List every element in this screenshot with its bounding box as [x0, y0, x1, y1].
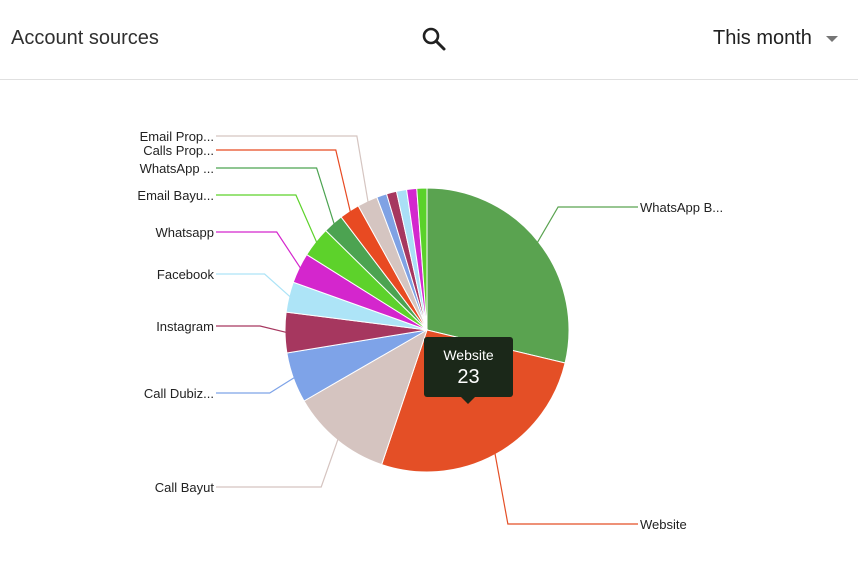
slice-label: Website [640, 517, 687, 532]
slice-label: Calls Prop... [143, 143, 214, 158]
search-button[interactable] [419, 24, 449, 54]
leader-line [216, 376, 296, 394]
chevron-down-icon [825, 36, 838, 42]
period-label: This month [713, 26, 812, 49]
search-icon [422, 27, 446, 51]
tooltip-value: 23 [457, 366, 480, 388]
chart-tooltip: Website 23 [424, 337, 513, 404]
slice-label: Instagram [156, 319, 214, 334]
card-header: Account sources This month [0, 0, 858, 80]
leader-line [494, 452, 638, 525]
leader-line [216, 194, 318, 244]
slice-label: Facebook [157, 267, 215, 282]
pie-slice[interactable] [426, 187, 570, 364]
leader-line [216, 135, 369, 204]
leader-line [536, 206, 638, 244]
slice-label: WhatsApp B... [640, 200, 723, 215]
leader-line [216, 231, 302, 270]
tooltip-label: Website [443, 347, 494, 363]
slice-label: Email Prop... [140, 129, 214, 144]
leader-line [216, 438, 339, 488]
slice-label: Call Dubiz... [144, 386, 214, 401]
card-title: Account sources [11, 27, 159, 49]
slice-label: Email Bayu... [137, 188, 214, 203]
slice-label: Call Bayut [155, 480, 215, 495]
pie-slice[interactable] [416, 187, 428, 331]
chart-area: WhatsApp B... Website Call Bayut Call Dubiz… [0, 80, 858, 570]
slice-label: WhatsApp ... [140, 161, 214, 176]
leader-line [216, 149, 352, 213]
period-dropdown[interactable]: This month [713, 25, 838, 51]
leader-line [216, 167, 336, 226]
leader-line [216, 273, 292, 298]
pie-chart: WhatsApp B... Website Call Bayut Call Dubiz… [137, 129, 723, 532]
leader-line [216, 325, 288, 334]
slice-label: Whatsapp [155, 225, 214, 240]
pie-slice[interactable] [303, 328, 428, 466]
